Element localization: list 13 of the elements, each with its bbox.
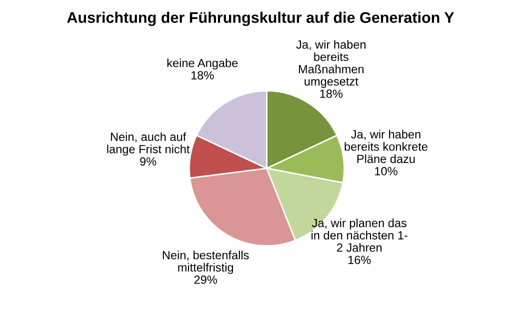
data-label: 29% bbox=[194, 276, 217, 284]
slice-label: keine Angabe bbox=[167, 58, 238, 70]
slice-label: Nein, bestenfalls mittelfristig bbox=[162, 250, 249, 274]
slice-label: Nein, auch auf lange Frist nicht bbox=[107, 132, 190, 156]
slice-label: Ja, wir haben bereits konkrete Pläne dazu bbox=[344, 130, 428, 164]
data-label: 18% bbox=[191, 71, 214, 80]
slice-label: Ja, wir haben bereits Maßnahmen umgesetzt bbox=[296, 40, 366, 88]
data-label: 9% bbox=[140, 157, 156, 166]
data-label: 10% bbox=[375, 167, 398, 176]
data-label: 16% bbox=[348, 256, 371, 264]
chart-title: Ausrichtung der Führungskultur auf die Generation Y bbox=[67, 12, 454, 26]
data-label: 18% bbox=[320, 90, 343, 98]
slice-label: Ja, wir planen das in den nächsten 1- 2 Jahren bbox=[312, 218, 408, 252]
